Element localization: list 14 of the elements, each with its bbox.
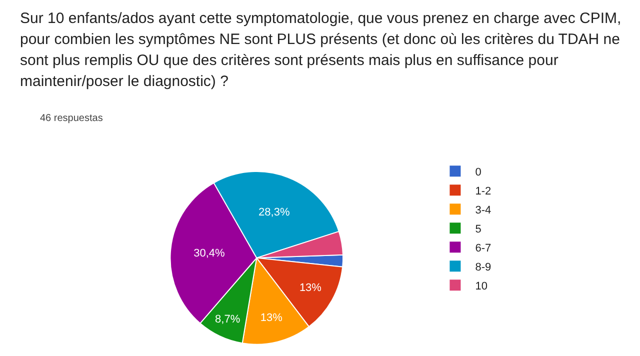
legend-label: 10 — [475, 280, 488, 292]
data-label: 8,7% — [215, 313, 240, 326]
chart-title: Sur 10 enfants/ados ayant cette symptomatologie, que vous prenez en charge avec CPIM, pour combien les symptômes NE sont PLUS présents (et donc où les critères du TDAH ne sont plus remplis OU que des critères sont présents mais plus en suffisance pour maintenir/poser le diagnostic) ? — [20, 9, 622, 92]
legend-label: 8-9 — [475, 261, 492, 274]
data-label: 30,4% — [194, 247, 225, 260]
legend-label: 5 — [475, 223, 482, 236]
legend-label: 3-4 — [475, 204, 492, 216]
data-label: 13% — [299, 282, 322, 294]
legend-label: 1-2 — [475, 185, 492, 198]
legend-label: 0 — [475, 166, 482, 178]
data-label: 13% — [260, 312, 283, 324]
legend-label: 6-7 — [475, 242, 492, 254]
text: 46 respuestas — [40, 113, 103, 124]
data-label: 28,3% — [258, 206, 290, 219]
